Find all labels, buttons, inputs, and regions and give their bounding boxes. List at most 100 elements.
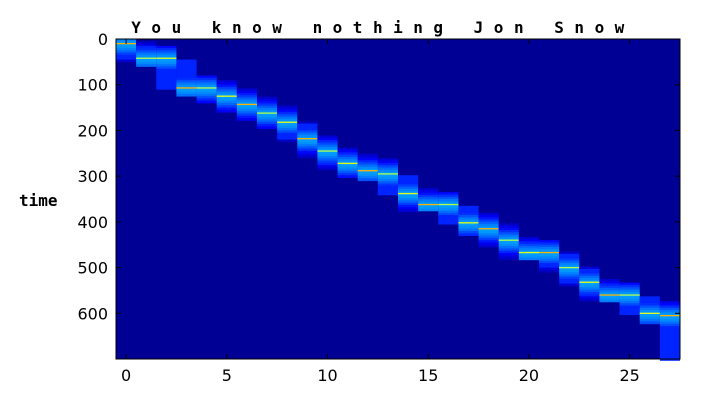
heatmap-cell [659, 321, 680, 325]
heatmap-cell [478, 240, 499, 243]
heatmap-cell [478, 221, 499, 225]
heatmap-cell [156, 45, 177, 49]
top-char-label: o [252, 18, 262, 37]
heatmap-cell [619, 296, 640, 300]
heatmap-cell [176, 73, 197, 76]
heatmap-cell [216, 91, 237, 95]
heatmap-cell [579, 284, 600, 288]
y-axis-title: time [19, 191, 58, 210]
heatmap-cell [559, 269, 580, 273]
heatmap-cell [539, 253, 560, 257]
heatmap-cell [377, 169, 398, 173]
heatmap-cell [559, 276, 580, 280]
heatmap-cell [156, 77, 177, 81]
heatmap-cell [176, 80, 197, 83]
heatmap-cell [559, 272, 580, 275]
alignment-peak [136, 57, 157, 59]
heatmap-cell [438, 192, 459, 195]
heatmap-cell [619, 310, 640, 313]
heatmap-cell [216, 105, 237, 108]
heatmap-cell [579, 298, 600, 302]
heatmap-cell [257, 119, 278, 123]
heatmap-cell [659, 300, 680, 304]
heatmap-cell [196, 82, 217, 86]
heatmap-cell [257, 124, 278, 127]
heatmap-cell [518, 243, 539, 247]
heatmap-cell [297, 155, 318, 159]
heatmap-cell [357, 162, 378, 166]
alignment-peak [337, 162, 358, 165]
heatmap-cell [478, 215, 499, 218]
heatmap-cell [216, 103, 237, 106]
heatmap-cell [659, 353, 680, 357]
heatmap-cell [317, 160, 338, 164]
heatmap-cell [498, 250, 519, 254]
heatmap-cell [498, 230, 519, 233]
heatmap-cell [398, 207, 419, 210]
heatmap-cell [458, 228, 479, 232]
heatmap-cell [498, 223, 519, 226]
heatmap-cell [478, 233, 499, 236]
heatmap-cell [257, 117, 278, 120]
heatmap-cell [377, 178, 398, 182]
heatmap-cell [398, 177, 419, 181]
heatmap-cell [156, 55, 177, 58]
heatmap-cell [116, 48, 137, 51]
x-tick-label: 15 [418, 366, 438, 385]
heatmap-cell [559, 274, 580, 278]
heatmap-cell [599, 283, 620, 287]
heatmap-cell [539, 267, 560, 271]
heatmap-cell [297, 132, 318, 136]
heatmap-cell [236, 99, 257, 103]
heatmap-cell [659, 346, 680, 350]
heatmap-cell [659, 323, 680, 327]
heatmap-cell [257, 112, 278, 116]
heatmap-cell [659, 310, 680, 313]
heatmap-cell [277, 112, 298, 115]
alignment-peak [216, 95, 237, 97]
heatmap-cell [196, 75, 217, 79]
alignment-peak [176, 87, 197, 89]
heatmap-cell [438, 208, 459, 211]
y-tick-label: 200 [77, 121, 108, 140]
alignment-peak [317, 150, 338, 152]
heatmap-cell [559, 263, 580, 266]
heatmap-cell [216, 84, 237, 88]
heatmap-cell [297, 153, 318, 156]
heatmap-cell [659, 307, 680, 311]
heatmap-cell [377, 162, 398, 166]
heatmap-cell [156, 52, 177, 56]
heatmap-cell [579, 291, 600, 295]
heatmap-cell [156, 82, 177, 86]
heatmap-cell [398, 202, 419, 206]
heatmap-cell [297, 135, 318, 138]
heatmap-cell [579, 289, 600, 293]
y-tick-label: 100 [77, 76, 108, 95]
heatmap-cell [539, 256, 560, 259]
heatmap-cell [639, 296, 660, 300]
heatmap-cell [377, 192, 398, 196]
heatmap-cell [438, 212, 459, 216]
heatmap-cell [498, 252, 519, 256]
heatmap-cell [136, 43, 157, 47]
alignment-peak [357, 170, 378, 172]
heatmap-cell [156, 50, 177, 54]
heatmap-cell [659, 337, 680, 341]
heatmap-cell [418, 192, 439, 196]
heatmap-cell [337, 172, 358, 176]
heatmap-cell [579, 275, 600, 279]
heatmap-cell [176, 59, 197, 63]
heatmap-cell [599, 281, 620, 284]
x-axis: 0 5 10 15 20 25 [121, 39, 640, 385]
heatmap-cell [498, 236, 519, 240]
heatmap-cell [297, 128, 318, 131]
top-char-label: n [574, 18, 584, 37]
alignment-peak [599, 294, 620, 296]
heatmap-cell [659, 312, 680, 316]
heatmap-cell [398, 188, 419, 192]
heatmap-cell [216, 80, 237, 83]
heatmap-cell [398, 186, 419, 190]
heatmap-cell [498, 225, 519, 229]
